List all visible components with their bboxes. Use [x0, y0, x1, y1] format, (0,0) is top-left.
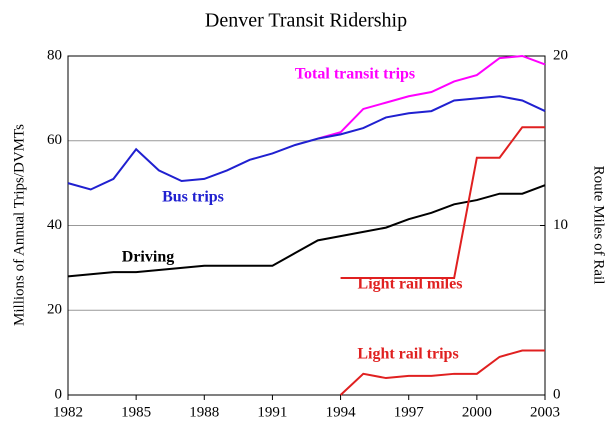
y2-axis-label: Route Miles of Rail — [591, 166, 607, 285]
y-tick-label: 20 — [47, 302, 62, 318]
y-tick-label: 40 — [47, 217, 62, 233]
x-tick-label: 1997 — [394, 404, 425, 420]
plot-frame — [67, 55, 546, 396]
series-line — [340, 126, 545, 280]
y-tick-label: 80 — [47, 47, 62, 63]
series-line — [339, 349, 545, 396]
y2-tick-label: 10 — [553, 217, 568, 233]
series-label: Bus trips — [162, 189, 224, 206]
series-label: Driving — [122, 249, 174, 266]
x-tick-label: 1982 — [53, 404, 83, 420]
series-line — [67, 184, 546, 278]
series-label: Light rail trips — [357, 346, 458, 363]
x-tick-label: 2003 — [530, 404, 560, 420]
y2-tick-label: 0 — [553, 386, 561, 402]
y-axis-label: Millions of Annual Trips/DVMTs — [11, 124, 27, 326]
y-tick-label: 60 — [47, 132, 62, 148]
series-line — [67, 95, 546, 191]
x-tick-label: 1985 — [121, 404, 151, 420]
series-label: Light rail miles — [358, 276, 463, 293]
x-tick-label: 1988 — [189, 404, 219, 420]
y-tick-label: 0 — [55, 386, 63, 402]
series-line — [317, 54, 546, 140]
x-tick-label: 1991 — [257, 404, 287, 420]
series-label: Total transit trips — [295, 66, 415, 83]
x-tick-label: 1994 — [326, 404, 357, 420]
y2-tick-label: 20 — [553, 47, 568, 63]
chart-title: Denver Transit Ridership — [205, 10, 407, 32]
x-tick-label: 2000 — [462, 404, 492, 420]
